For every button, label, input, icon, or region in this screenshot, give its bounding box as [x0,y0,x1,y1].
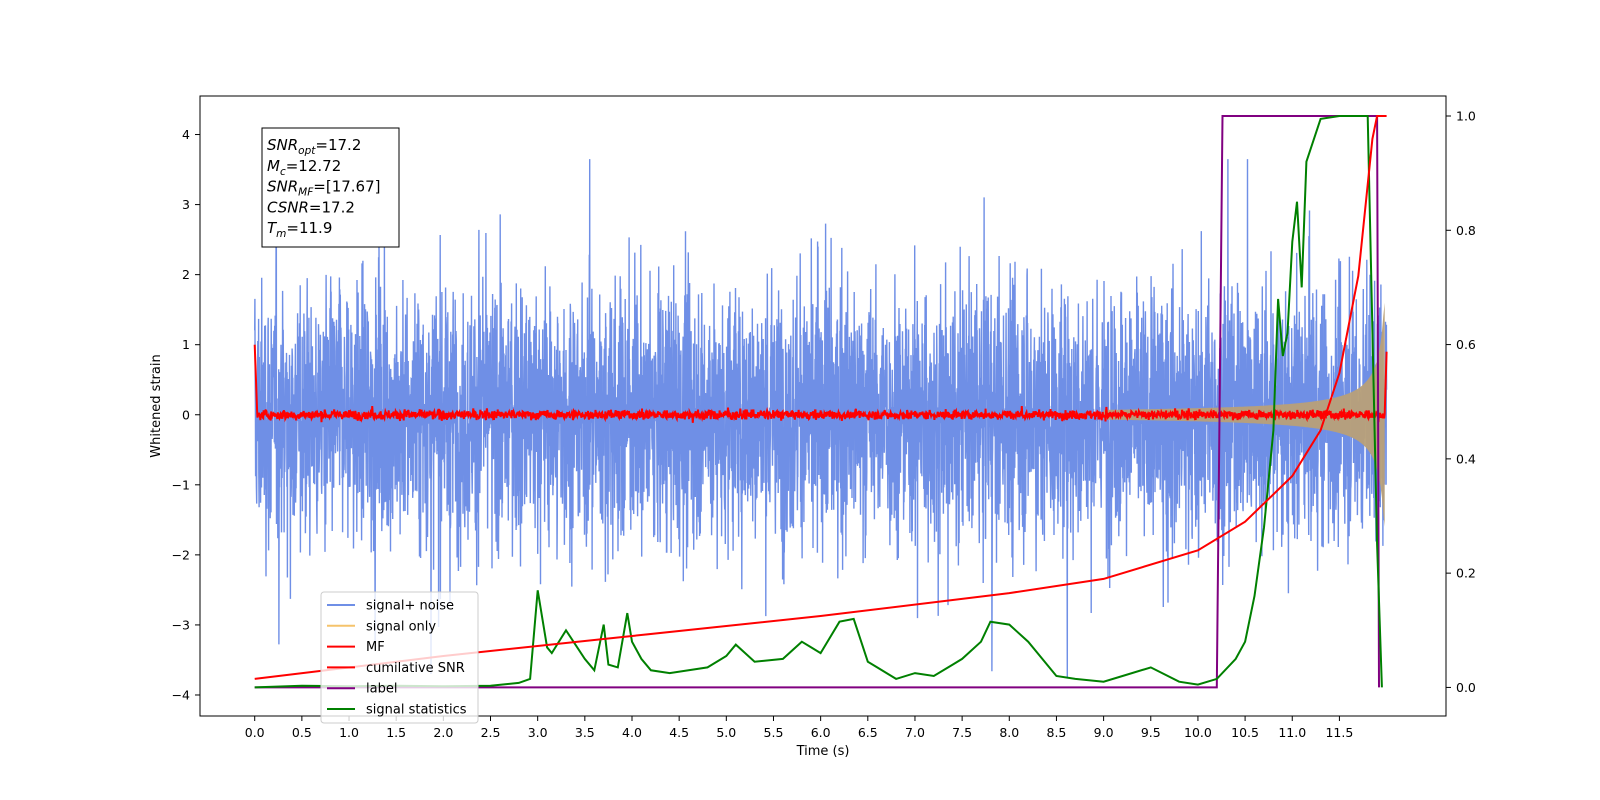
legend-label: signal only [366,619,436,634]
info-line-value: =12.72 [286,157,342,175]
x-tick-label: 3.5 [575,725,595,740]
y-tick-label: 0 [182,407,190,422]
x-axis: 0.0 0.5 1.0 1.5 2.0 2.5 3.0 3.5 4.0 4.5 5.0 5.5 6.0 6… [245,716,1353,740]
legend-label: MF [366,640,385,655]
series-cumulative-snr-line [254,115,1387,680]
legend-label: label [366,682,397,697]
info-line-value: =17.2 [315,136,361,154]
series-signal-noise-line [254,159,1388,678]
x-tick-label: 2.5 [481,725,501,740]
info-line-symbol: SNR [267,136,298,154]
x-tick-label: 5.5 [764,725,784,740]
info-line-value: =11.9 [286,219,332,237]
x-axis-label: Time (s) [796,744,850,759]
info-line-symbol: SNR [267,178,298,196]
x-tick-label: 5.0 [716,725,736,740]
legend-label: cumilative SNR [366,661,465,676]
x-tick-label: 1.5 [386,725,406,740]
x-tick-label: 11.5 [1325,725,1353,740]
y2-tick-label: 0.0 [1456,680,1476,695]
y-tick-label: −2 [172,547,190,562]
series-layer [253,115,1388,689]
info-line-subscript: opt [298,145,316,157]
y2-tick-label: 0.2 [1456,566,1476,581]
info-line-symbol: CSNR [267,198,309,216]
y-tick-label: −4 [172,687,190,702]
series-label-line [254,115,1380,689]
info-line-subscript: MF [298,187,314,199]
y-tick-label: −3 [172,617,190,632]
info-line-subscript: m [276,228,286,240]
x-tick-label: 0.0 [245,725,265,740]
legend: signal+ noise signal only MF cumilative SNR… [320,591,479,724]
x-tick-label: 7.0 [905,725,925,740]
info-line: SNRopt=17.2 [267,136,361,157]
info-line-subscript: c [280,166,286,178]
y-axis-right: 0.0 0.2 0.4 0.6 0.8 1.0 [1446,109,1476,695]
y2-tick-label: 0.8 [1456,223,1476,238]
info-box-frame [261,127,400,248]
x-tick-label: 6.0 [811,725,831,740]
series-signal-statistics-line [254,115,1383,689]
y-tick-label: 2 [182,267,190,282]
x-tick-label: 6.5 [858,725,878,740]
info-box: SNRopt=17.2Mc=12.72SNRMF=[17.67]CSNR=17.… [261,127,400,248]
x-tick-label: 3.0 [528,725,548,740]
y2-tick-label: 0.6 [1456,337,1476,352]
info-line: SNRMF=[17.67] [267,178,381,199]
info-line-value: =[17.67] [313,178,380,196]
y-tick-label: −1 [172,477,190,492]
info-line: Mc=12.72 [267,157,341,178]
series-mf-line [253,344,1388,423]
info-line: Tm=11.9 [267,219,332,240]
y-tick-label: 1 [182,337,190,352]
info-line: CSNR=17.2 [267,198,355,216]
y-tick-label: 4 [182,127,190,142]
legend-frame [320,591,479,724]
y-axis-label: Whitened strain [149,354,164,457]
y-axis-left: −4 −3 −2 −1 0 1 2 3 4 [172,127,200,702]
x-tick-label: 11.0 [1278,725,1306,740]
info-line-symbol: T [267,219,278,237]
x-tick-label: 1.0 [339,725,359,740]
x-tick-label: 0.5 [292,725,312,740]
y2-tick-label: 0.4 [1456,451,1476,466]
x-tick-label: 9.5 [1141,725,1161,740]
x-tick-label: 2.0 [433,725,453,740]
x-tick-label: 10.0 [1184,725,1212,740]
legend-label: signal+ noise [366,599,454,614]
x-tick-label: 8.0 [999,725,1019,740]
info-line-symbol: M [267,157,280,175]
x-tick-label: 4.0 [622,725,642,740]
x-tick-label: 10.5 [1231,725,1259,740]
x-tick-label: 7.5 [952,725,972,740]
y2-tick-label: 1.0 [1456,109,1476,124]
info-line-value: =17.2 [309,198,355,216]
x-tick-label: 4.5 [669,725,689,740]
x-tick-label: 9.0 [1094,725,1114,740]
plot-frame [199,95,1447,717]
y-tick-label: 3 [182,197,190,212]
legend-label: signal statistics [366,703,467,718]
x-tick-label: 8.5 [1047,725,1067,740]
